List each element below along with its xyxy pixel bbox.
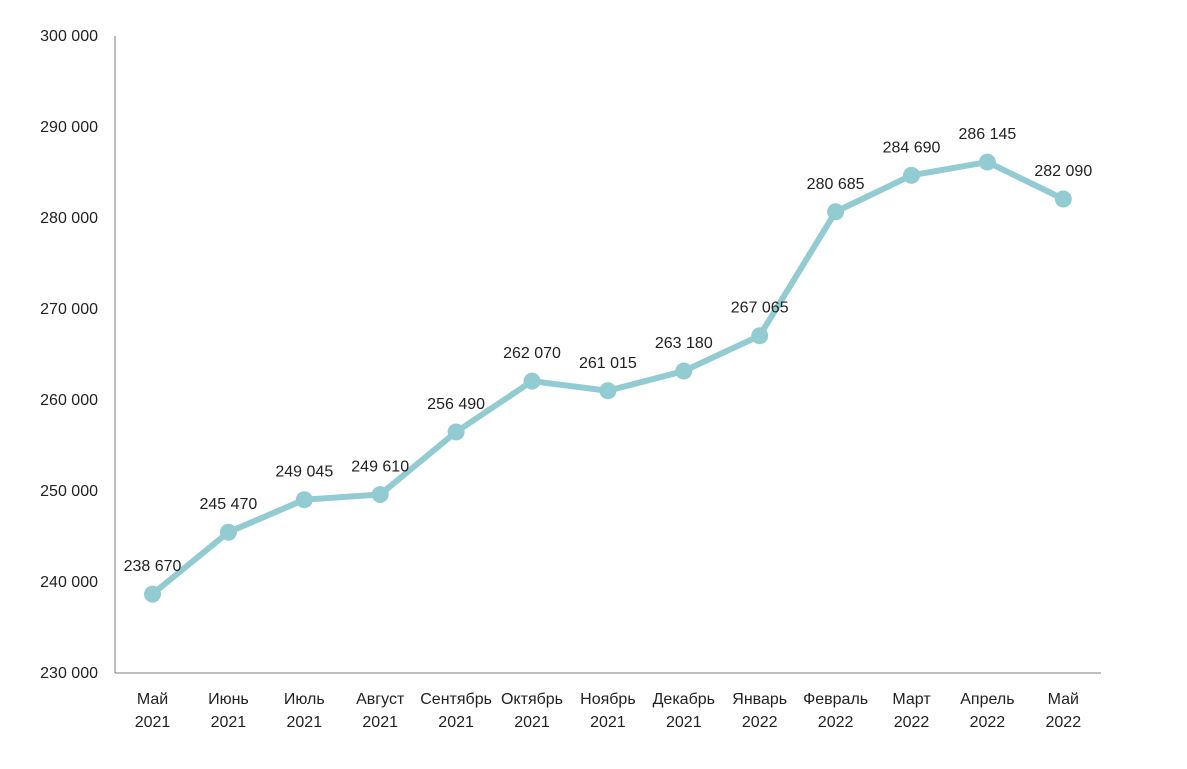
data-point: [1054, 190, 1072, 208]
data-label: 261 015: [579, 355, 637, 372]
y-tick-label: 290 000: [40, 119, 98, 136]
y-tick-label: 270 000: [40, 301, 98, 318]
x-tick-label-month: Октябрь: [501, 691, 563, 708]
data-point: [295, 491, 313, 509]
data-label: 249 610: [351, 459, 409, 476]
data-label: 280 685: [807, 176, 865, 193]
x-tick-label-month: Июль: [284, 691, 325, 708]
data-point: [447, 423, 465, 441]
y-tick-label: 260 000: [40, 392, 98, 409]
x-tick-label-month: Декабрь: [653, 691, 715, 708]
data-point: [675, 362, 693, 380]
data-point: [978, 153, 996, 171]
y-tick-label: 280 000: [40, 210, 98, 227]
y-tick-label: 300 000: [40, 28, 98, 45]
data-label: 263 180: [655, 335, 713, 352]
x-tick-label-year: 2021: [438, 714, 474, 731]
data-point: [219, 523, 237, 541]
x-tick-label-month: Июнь: [208, 691, 249, 708]
data-points: [144, 153, 1072, 603]
x-axis-ticks: Май 2021 Июнь 2021 Июль 2021 Август 2021 Сентябр…: [135, 691, 1081, 731]
data-point: [144, 585, 161, 603]
x-tick-label-month: Сентябрь: [420, 691, 492, 708]
x-tick-label-month: Март: [892, 691, 931, 708]
data-point: [523, 372, 541, 390]
x-tick-label-year: 2022: [1046, 714, 1082, 731]
x-tick-label-month: Ноябрь: [580, 691, 636, 708]
x-tick-label-year: 2022: [894, 714, 930, 731]
data-label: 286 145: [958, 126, 1016, 143]
data-point: [371, 486, 389, 504]
data-label: 284 690: [883, 139, 941, 156]
x-tick-label-month: Апрель: [960, 691, 1014, 708]
x-tick-label-year: 2021: [590, 714, 626, 731]
data-label: 256 490: [427, 396, 485, 413]
data-point: [751, 327, 769, 345]
data-label: 245 470: [199, 496, 257, 513]
x-tick-label-month: Январь: [732, 691, 787, 708]
x-tick-label-year: 2021: [135, 714, 171, 731]
data-point: [599, 382, 617, 400]
data-point: [903, 166, 920, 184]
x-tick-label-year: 2021: [666, 714, 702, 731]
x-tick-label-year: 2021: [362, 714, 398, 731]
x-tick-label-month: Май: [137, 691, 168, 708]
x-tick-label-year: 2021: [287, 714, 323, 731]
data-labels: 238 670 245 470 249 045 249 610 256 490 262 0…: [124, 126, 1093, 575]
x-tick-label-year: 2021: [211, 714, 247, 731]
x-tick-label-year: 2021: [514, 714, 550, 731]
data-label: 249 045: [275, 464, 333, 481]
data-label: 238 670: [124, 558, 182, 575]
data-point: [827, 203, 845, 221]
y-tick-label: 240 000: [40, 574, 98, 591]
data-label: 282 090: [1034, 163, 1092, 180]
x-tick-label-month: Август: [356, 691, 405, 708]
data-label: 262 070: [503, 345, 561, 362]
x-tick-label-year: 2022: [818, 714, 854, 731]
y-axis-ticks: 230 000 240 000 250 000 260 000 270 000 280 0…: [40, 28, 98, 682]
x-tick-label-month: Май: [1048, 691, 1079, 708]
y-tick-label: 230 000: [40, 665, 98, 682]
y-tick-label: 250 000: [40, 483, 98, 500]
x-tick-label-year: 2022: [742, 714, 778, 731]
x-tick-label-year: 2022: [970, 714, 1006, 731]
x-tick-label-month: Февраль: [803, 691, 868, 708]
data-label: 267 065: [731, 300, 789, 317]
series-line: [149, 159, 1067, 598]
